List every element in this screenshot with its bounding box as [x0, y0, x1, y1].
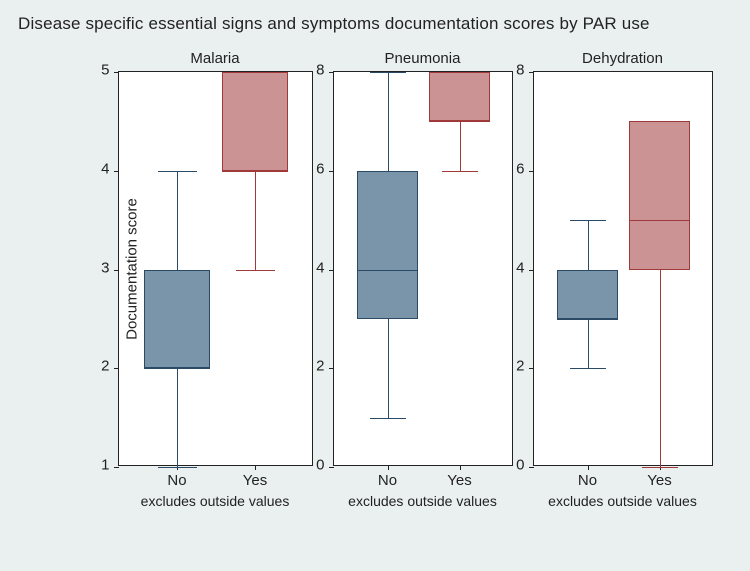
xtick-mark [388, 465, 389, 470]
ytick-label: 2 [316, 358, 324, 375]
box-yes [222, 72, 288, 171]
xtick-label: Yes [243, 472, 267, 489]
whisker-lower [588, 319, 589, 368]
whisker-lower [177, 368, 178, 467]
ytick-mark [114, 171, 119, 172]
ytick-mark [329, 171, 334, 172]
ytick-label: 2 [101, 358, 109, 375]
ytick-label: 6 [316, 160, 324, 177]
box-no [557, 270, 618, 319]
whisker-lower [660, 270, 661, 468]
panel-pneumonia: Pneumonia 02468NoYesexcludes outside valu… [333, 50, 513, 530]
ytick-label: 4 [101, 160, 109, 177]
whisker-upper [388, 72, 389, 171]
ytick-mark [114, 72, 119, 73]
whisker-cap-lower [642, 467, 678, 468]
ytick-label: 3 [101, 259, 109, 276]
whisker-upper [177, 171, 178, 270]
whisker-cap-lower [570, 368, 606, 369]
ytick-label: 6 [516, 160, 524, 177]
panel-footnote: excludes outside values [348, 493, 497, 509]
ytick-label: 4 [316, 259, 324, 276]
whisker-upper [588, 220, 589, 269]
ytick-label: 8 [316, 62, 324, 79]
ytick-label: 5 [101, 62, 109, 79]
median-line [629, 220, 690, 221]
panel-footnote: excludes outside values [141, 493, 290, 509]
ytick-mark [529, 72, 534, 73]
ytick-mark [329, 72, 334, 73]
ytick-label: 2 [516, 358, 524, 375]
panel-malaria: Malaria 12345Documentation scoreNoYesexcl… [118, 50, 313, 530]
box-no [144, 270, 210, 369]
whisker-cap-upper [370, 72, 406, 73]
xtick-mark [255, 465, 256, 470]
y-axis-label: Documentation score [123, 198, 140, 340]
box-yes [429, 72, 490, 121]
whisker-lower [388, 319, 389, 418]
ytick-mark [529, 467, 534, 468]
ytick-mark [329, 368, 334, 369]
ytick-mark [329, 467, 334, 468]
whisker-cap-lower [442, 171, 478, 172]
xtick-label: No [167, 472, 186, 489]
plot-area: 02468NoYesexcludes outside values [333, 71, 513, 466]
panel-title: Malaria [190, 50, 239, 67]
panels-row: Malaria12345Documentation scoreNoYesexcl… [0, 50, 750, 530]
whisker-cap-upper [570, 220, 606, 221]
figure-title: Disease specific essential signs and sym… [18, 14, 650, 34]
whisker-cap-lower [236, 270, 275, 271]
xtick-label: No [578, 472, 597, 489]
ytick-mark [329, 270, 334, 271]
ytick-mark [114, 368, 119, 369]
ytick-label: 8 [516, 62, 524, 79]
ytick-label: 4 [516, 259, 524, 276]
ytick-mark [114, 467, 119, 468]
whisker-cap-lower [370, 418, 406, 419]
ytick-label: 1 [101, 457, 109, 474]
ytick-mark [114, 270, 119, 271]
xtick-mark [460, 465, 461, 470]
panel-title: Dehydration [582, 50, 663, 67]
ytick-mark [529, 368, 534, 369]
panel-footnote: excludes outside values [548, 493, 697, 509]
ytick-label: 0 [516, 457, 524, 474]
xtick-label: Yes [647, 472, 671, 489]
median-line [357, 270, 418, 271]
whisker-cap-upper [158, 171, 197, 172]
ytick-mark [529, 171, 534, 172]
panel-dehydration: Dehydration 02468NoYesexcludes outside va… [533, 50, 713, 530]
panel-title: Pneumonia [385, 50, 461, 67]
whisker-lower [460, 121, 461, 170]
figure: Disease specific essential signs and sym… [0, 0, 750, 571]
plot-area: 12345Documentation scoreNoYesexcludes ou… [118, 71, 313, 466]
whisker-cap-lower [158, 467, 197, 468]
xtick-label: Yes [447, 472, 471, 489]
ytick-label: 0 [316, 457, 324, 474]
ytick-mark [529, 270, 534, 271]
box-yes [629, 121, 690, 269]
whisker-lower [255, 171, 256, 270]
xtick-mark [588, 465, 589, 470]
box-no [357, 171, 418, 319]
xtick-label: No [378, 472, 397, 489]
plot-area: 02468NoYesexcludes outside values [533, 71, 713, 466]
